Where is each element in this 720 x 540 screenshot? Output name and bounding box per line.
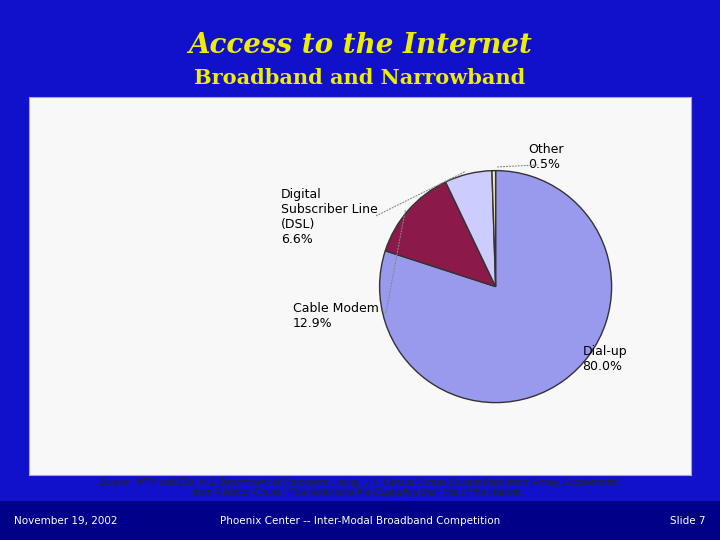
Wedge shape [446,171,495,287]
Wedge shape [385,182,495,287]
Text: November 19, 2002: November 19, 2002 [14,516,118,525]
Text: Other
0.5%: Other 0.5% [528,143,564,171]
Text: Cable Modem
12.9%: Cable Modem 12.9% [292,302,379,329]
Text: Slide 7: Slide 7 [670,516,706,525]
Text: Broadband and Narrowband: Broadband and Narrowband [194,68,526,89]
Text: Phoenix Center -- Inter-Modal Broadband Competition: Phoenix Center -- Inter-Modal Broadband … [220,516,500,525]
Text: Access to the Internet: Access to the Internet [188,32,532,59]
Wedge shape [379,171,611,403]
Wedge shape [492,171,495,287]
Text: Digital
Subscriber Line
(DSL)
6.6%: Digital Subscriber Line (DSL) 6.6% [281,188,378,246]
Text: Source : NTIA and ESA, U.S. Department of Commerce , using  U.S. Census Bureau C: Source : NTIA and ESA, U.S. Department o… [100,478,620,487]
Text: Dial-up
80.0%: Dial-up 80.0% [582,345,627,373]
Text: from A Nation Online : How Americans Are Expanding their Use of the Internet .: from A Nation Online : How Americans Are… [193,488,527,497]
